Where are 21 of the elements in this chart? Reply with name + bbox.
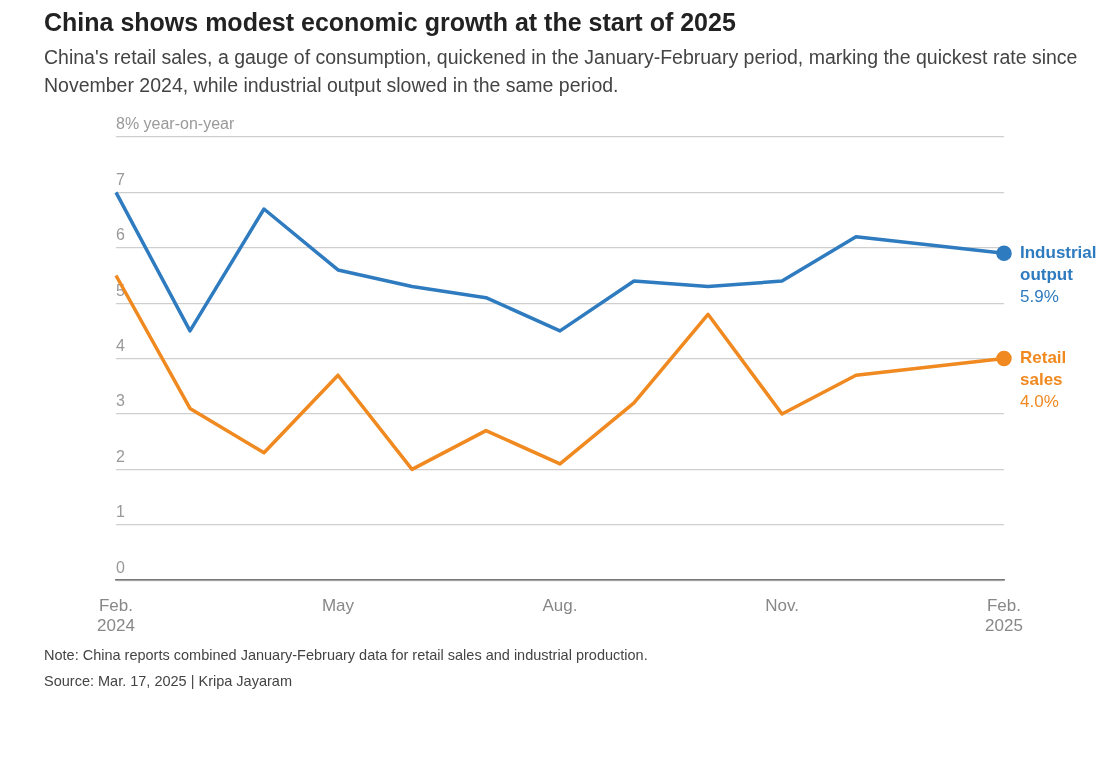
text: Note: China reports combined January-February data for retail sales and industrial production. [44,647,649,663]
y-tick-label: 4 [116,337,125,355]
chart-subtitle: China's retail sales, a gauge of consumption, quickened in the January-February period, marking the quickest rate since November 2024, while industrial output slowed in the same period. [44,45,1079,98]
x-tick-label: Feb. 2025 [985,596,1023,636]
x-tick-label: May [321,596,355,616]
series-label: Industrial output [1020,243,1097,285]
data-label: 5.9% [1020,287,1059,307]
x-tick-label: Nov. [765,596,799,616]
data-label: 4.0% [1020,392,1059,412]
series-label: Retail sales [1020,348,1067,390]
chart-title: China shows modest economic growth at the start of 2025 [44,8,737,37]
x-tick-label: Feb. 2024 [97,596,135,636]
y-tick-label: 2 [116,447,125,465]
y-tick-label: 0 [116,558,125,576]
y-tick-label: 6 [116,226,125,244]
y-tick-label: 1 [116,503,125,521]
x-tick-label: Aug. [542,596,578,616]
y-tick-label: 7 [116,170,125,188]
y-tick-label: 8% year-on-year [116,115,235,133]
y-tick-label: 3 [116,392,125,410]
source-note: Source: Mar. 17, 2025 | Kripa Jayaram [44,673,293,689]
